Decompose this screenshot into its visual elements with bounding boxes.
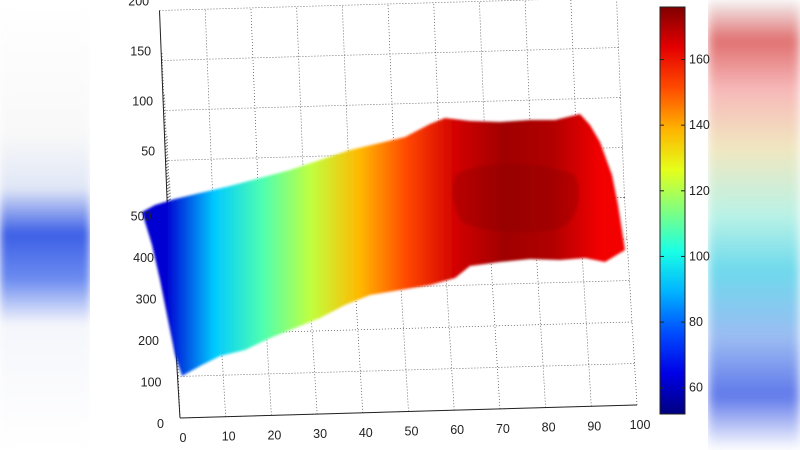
z-axis-ticks: 50 100 150 200 — [128, 0, 155, 159]
x-tick-label: 80 — [542, 421, 556, 435]
x-tick-label: 40 — [359, 426, 373, 440]
x-tick-label: 0 — [180, 431, 187, 445]
colorbar-tick-label: 80 — [689, 315, 703, 329]
wall-grid-line-x — [250, 7, 260, 208]
left-wall-grid-line — [171, 217, 181, 419]
floor-grid-line-y — [174, 321, 633, 336]
colorbar: 60 80 100 120 140 160 — [659, 6, 710, 415]
background-blur-right — [708, 0, 800, 450]
wall-grid-line-x — [204, 9, 214, 210]
y-tick-label: 200 — [138, 334, 159, 348]
colorbar-tick-label: 160 — [689, 53, 710, 67]
z-tick-label: 100 — [132, 95, 153, 109]
x-tick-label: 50 — [405, 425, 419, 439]
axis-line — [179, 404, 638, 419]
y-tick-label: 400 — [133, 251, 154, 265]
x-tick-label: 60 — [450, 423, 464, 437]
colorbar-tick-label: 60 — [689, 381, 703, 395]
x-tick-label: 20 — [267, 428, 281, 442]
y-tick-label: 100 — [141, 376, 162, 390]
floor-grid-line-y — [177, 363, 635, 377]
x-tick-label: 30 — [313, 427, 327, 441]
x-axis-ticks: 0 10 20 30 40 50 60 70 80 90 100 — [180, 418, 651, 445]
x-tick-label: 70 — [496, 422, 510, 436]
y-axis-ticks: 0 100 200 300 400 500 — [131, 210, 164, 432]
colorbar-tick-label: 140 — [689, 118, 710, 132]
x-tick-label: 100 — [630, 418, 651, 432]
z-tick-label: 150 — [130, 45, 151, 59]
x-tick-label: 10 — [222, 430, 236, 444]
y-tick-label: 300 — [136, 293, 157, 307]
z-tick-label: 200 — [128, 0, 149, 9]
y-tick-label: 500 — [131, 210, 152, 224]
surface-peak-shading — [452, 163, 579, 233]
z-tick-label: 50 — [141, 145, 155, 159]
wall-grid-line-x — [616, 0, 625, 198]
axis-line — [159, 10, 168, 211]
colorbar-tick-label: 120 — [689, 184, 710, 198]
colorbar-bar — [659, 6, 686, 415]
surface-plot — [142, 114, 625, 376]
wall-grid-line-z — [163, 97, 621, 111]
wall-grid-line-z — [159, 0, 541, 11]
x-tick-label: 90 — [587, 419, 601, 433]
background-blur-left — [0, 0, 90, 450]
colorbar-tick-label: 100 — [689, 249, 710, 263]
y-tick-label: 0 — [157, 417, 164, 431]
